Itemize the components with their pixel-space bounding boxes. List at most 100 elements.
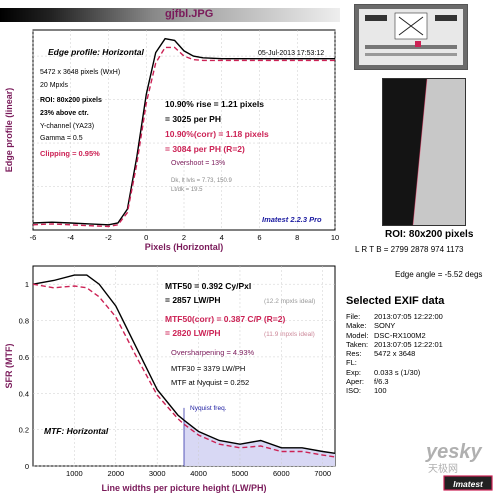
rise-corr-line-2: = 3084 per PH (R=2) — [165, 144, 245, 154]
mtf-xtick-label-6: 7000 — [314, 469, 331, 478]
mtf-ytick-label-2: 0.4 — [19, 389, 29, 398]
exif-row: Aper: f/6.3 — [346, 377, 443, 386]
imatest-logo-icon — [443, 475, 493, 491]
exif-key: File: — [346, 312, 361, 321]
edge-info-3: ROI: 80x200 pixels — [40, 97, 102, 104]
edge-tick-label-3: 0 — [144, 233, 148, 242]
mtf-xtick-label-2: 3000 — [149, 469, 166, 478]
exif-key: Taken: — [346, 339, 369, 349]
exif-row: ISO: 100 — [346, 386, 443, 395]
exif-row: Model: DSC-RX100M2 — [346, 331, 443, 340]
exif-row: Make: SONY — [346, 321, 443, 330]
nyquist-region — [184, 420, 335, 466]
exif-value: 2013:07:05 12:22:01 — [374, 339, 443, 349]
rise-corr-line-1: 10.90%(corr) = 1.18 pixels — [165, 129, 269, 139]
edge-series-raw — [32, 37, 335, 226]
mtf-xtick-label-3: 4000 — [190, 469, 207, 478]
exif-value: 0.033 s (1/30) — [374, 367, 421, 377]
exif-key: Make: — [346, 321, 367, 331]
edge-xlabel: Pixels (Horizontal) — [145, 242, 224, 252]
mtf-xtick-label-0: 1000 — [66, 469, 83, 478]
mtf-chart: 1000 2000 3000 4000 5000 6000 7000 0 0.2 0.4 0.6 0.… — [4, 265, 336, 493]
watermark-site: yesky — [425, 441, 482, 463]
watermark-logo: yesky 天极网 Imatest — [425, 441, 493, 491]
edge-profile-chart: -6 -4 -2 0 2 4 6 8 10 Edge profile: Horizontal 0… — [4, 29, 339, 252]
edge-info-1: 5472 x 3648 pixels (WxH) — [40, 69, 120, 76]
mtf-nyquist-text: MTF at Nyquist = 0.252 — [171, 378, 249, 387]
rise-line-2: = 3025 per PH — [165, 114, 221, 124]
mtf30-text: MTF30 = 3379 LW/PH — [171, 364, 245, 373]
mtf-ylabel: SFR (MTF) — [4, 344, 14, 389]
mtf-ytick-label-1: 0.2 — [19, 426, 29, 435]
mtf-series-raw — [32, 274, 336, 454]
watermark-site-cn: 天极网 — [428, 462, 458, 475]
mtf-xlabel: Line widths per picture height (LW/PH) — [101, 483, 266, 493]
dk-line-2: Lt/dk = 19.5 — [171, 187, 203, 193]
exif-value: SONY — [374, 321, 396, 331]
edge-tick-label-1: -4 — [67, 233, 74, 242]
roi-label: ROI: 80x200 pixels — [385, 229, 474, 240]
mtf50-corr-lw-text: = 2820 LW/PH — [165, 328, 221, 338]
mtf-ytick-label-0: 0 — [25, 462, 29, 471]
exif-list: File: 2013:07:05 12:22:00 Make: SONY Model: D… — [346, 312, 443, 396]
exif-heading: Selected EXIF data — [346, 295, 445, 307]
watermark-brand: Imatest — [453, 479, 484, 489]
exif-row: FL: — [346, 358, 443, 367]
exif-key: Res: — [346, 349, 362, 359]
edge-info-4: 23% above ctr. — [40, 110, 89, 117]
mtf50-text: MTF50 = 0.392 Cy/Pxl — [165, 281, 251, 291]
test-chart-thumbnail — [354, 4, 468, 70]
exif-key: Aper: — [346, 377, 364, 387]
edge-angle: Edge angle = -5.52 degs — [395, 270, 483, 279]
test-chart-thumbnail-icon — [359, 9, 463, 65]
edge-ylabel: Edge profile (linear) — [4, 88, 14, 173]
exif-row: File: 2013:07:05 12:22:00 — [346, 312, 443, 321]
roi-coords: L R T B = 2799 2878 974 1173 — [355, 245, 464, 254]
edge-title: Edge profile: Horizontal — [48, 47, 145, 57]
edge-tick-label-2: -2 — [105, 233, 112, 242]
mtf-xtick-label-5: 6000 — [273, 469, 290, 478]
mtf50-lw-text: = 2857 LW/PH — [165, 295, 221, 305]
edge-tick-label-0: -6 — [30, 233, 37, 242]
edge-series-corr — [32, 46, 335, 228]
mtf50-ideal-text: (12.2 mpxls ideal) — [264, 298, 315, 305]
exif-row: Res: 5472 x 3648 — [346, 349, 443, 358]
exif-value: f/6.3 — [374, 377, 389, 387]
edge-tick-label-6: 6 — [257, 233, 261, 242]
edge-tick-label-4: 2 — [182, 233, 186, 242]
exif-row: Taken: 2013:07:05 12:22:01 — [346, 340, 443, 349]
mtf-xtick-label-4: 5000 — [232, 469, 249, 478]
edge-date: 05-Jul-2013 17:53:12 — [258, 50, 324, 57]
exif-value: 100 — [374, 386, 387, 396]
exif-key: Exp: — [346, 367, 362, 377]
roi-image — [382, 78, 466, 226]
mtf-series-corr — [32, 283, 336, 458]
mtf-ytick-label-3: 0.6 — [19, 353, 29, 362]
dk-line-1: Dk, lt lvls = 7.73, 150.9 — [171, 178, 233, 184]
exif-key: Model: — [346, 330, 369, 340]
mtf-ytick-label-5: 1 — [25, 280, 29, 289]
edge-roi-icon — [383, 79, 465, 225]
oversharpening-text: Oversharpening = 4.93% — [171, 348, 255, 357]
edge-tick-label-7: 8 — [295, 233, 299, 242]
exif-row: Exp: 0.033 s (1/30) — [346, 368, 443, 377]
edge-tick-label-5: 4 — [220, 233, 224, 242]
edge-info-6: Gamma = 0.5 — [40, 135, 83, 142]
exif-value: 5472 x 3648 — [374, 349, 416, 359]
edge-info-5: Y-channel (YA23) — [40, 123, 94, 130]
exif-value: 2013:07:05 12:22:00 — [374, 312, 443, 321]
mtf-title: MTF: Horizontal — [44, 426, 109, 436]
mtf-xtick-label-1: 2000 — [107, 469, 124, 478]
mtf50-corr-ideal-text: (11.9 mpxls ideal) — [264, 331, 315, 338]
mtf-ytick-label-4: 0.8 — [19, 317, 29, 326]
imatest-version: Imatest 2.2.3 Pro — [262, 215, 322, 224]
clipping-text: Clipping = 0.95% — [40, 149, 100, 158]
file-title: gjfbl.JPG — [165, 8, 214, 20]
mtf50-corr-text: MTF50(corr) = 0.387 C/P (R=2) — [165, 314, 285, 324]
edge-info-2: 20 Mpxls — [40, 82, 69, 89]
nyquist-label: Nyquist freq. — [190, 405, 227, 412]
edge-tick-label-8: 10 — [331, 233, 339, 242]
rise-line-1: 10.90% rise = 1.21 pixels — [165, 99, 264, 109]
grayscale-strip — [0, 8, 340, 22]
overshoot-text: Overshoot = 13% — [171, 160, 225, 167]
